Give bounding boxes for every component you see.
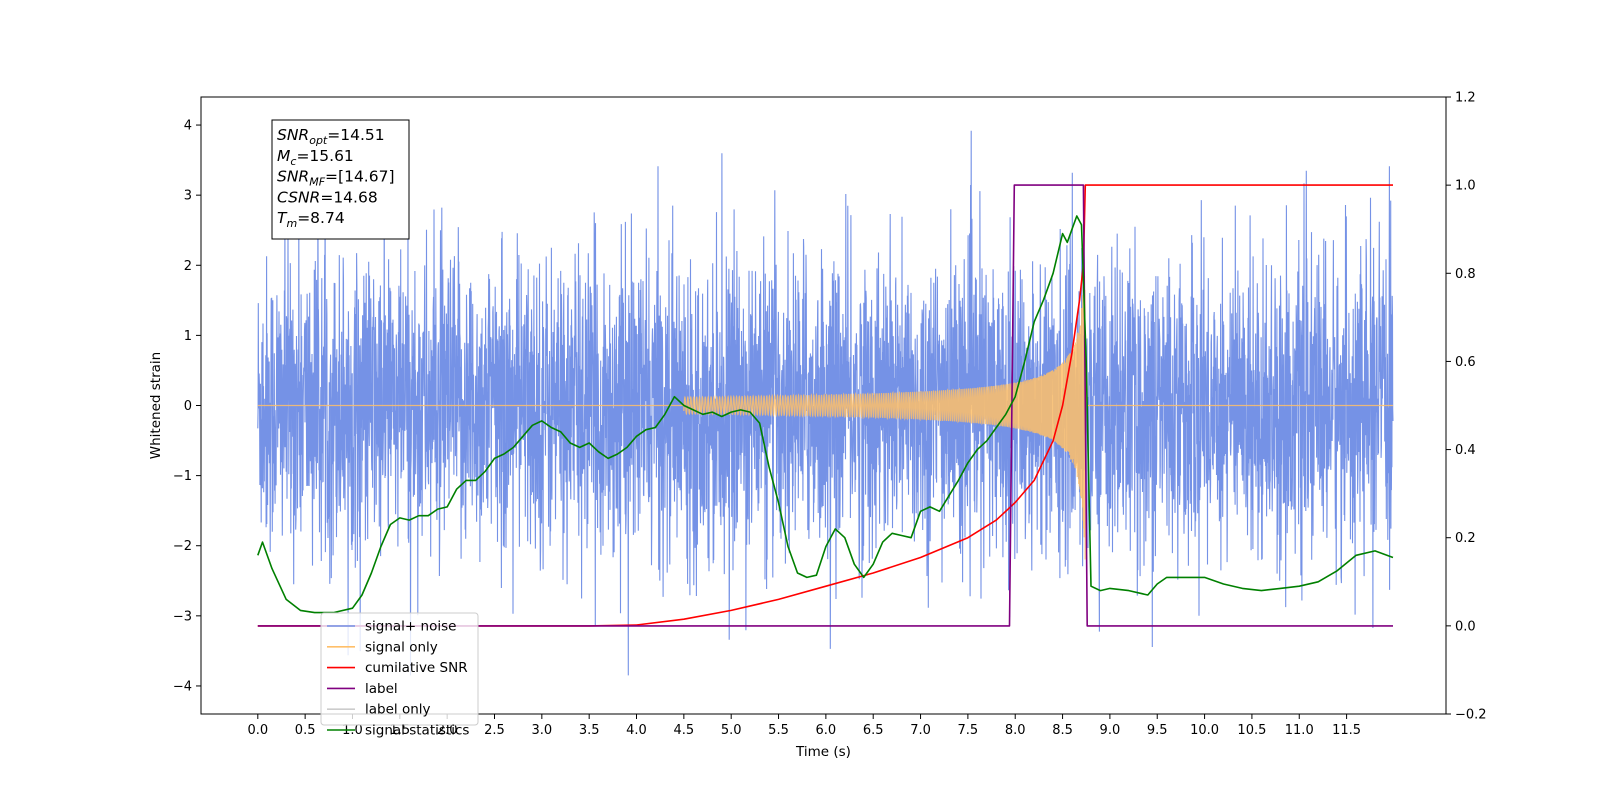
stats-annotation-line: SNRMF=[14.67] [277, 168, 395, 189]
legend-box [320, 612, 479, 726]
x-tick-label: 0.5 [295, 723, 316, 738]
x-tick-label: 9.5 [1147, 723, 1168, 738]
y-right-tick-label: 0.0 [1455, 619, 1476, 634]
y-right-tick-label: −0.2 [1455, 708, 1487, 723]
y-right-tick-label: 1.2 [1455, 91, 1476, 106]
y-left-tick-label: 0 [184, 399, 192, 414]
series-signal-statistics-line [257, 215, 1394, 614]
y-left-axis-label: Whitened strain [148, 352, 164, 459]
x-tick-label: 3.0 [531, 723, 552, 738]
x-tick-label: 9.0 [1100, 723, 1121, 738]
series-cumulative-snr-line [257, 184, 1393, 627]
y-right-tick-label: 0.8 [1455, 267, 1476, 282]
x-tick-label: 11.0 [1285, 723, 1314, 738]
series-label-line [257, 184, 1393, 627]
y-left-tick-label: −1 [173, 469, 192, 484]
x-tick-label: 8.5 [1052, 723, 1073, 738]
x-tick-label: 4.0 [626, 723, 647, 738]
x-tick-label: 10.0 [1190, 723, 1219, 738]
stats-annotation-line: Tm=8.74 [277, 209, 345, 230]
y-left-tick-label: −3 [173, 609, 192, 624]
y-left-tick-label: 1 [184, 329, 192, 344]
x-tick-label: 3.5 [579, 723, 600, 738]
x-tick-label: 5.5 [768, 723, 789, 738]
x-tick-label: 4.5 [674, 723, 695, 738]
stats-annotation-line: CSNR=14.68 [277, 188, 378, 206]
x-tick-label: 7.0 [910, 723, 931, 738]
x-tick-label: 6.0 [816, 723, 837, 738]
x-tick-label: 10.5 [1237, 723, 1266, 738]
x-tick-label: 8.0 [1005, 723, 1026, 738]
x-axis-label: Time (s) [795, 744, 851, 760]
x-tick-label: 11.5 [1332, 723, 1361, 738]
y-left-tick-label: 3 [184, 189, 192, 204]
x-tick-label: 6.5 [863, 723, 884, 738]
x-tick-label: 1.5 [389, 723, 410, 738]
stats-annotation-line: SNRopt=14.51 [277, 126, 385, 147]
y-right-tick-label: 1.0 [1455, 179, 1476, 194]
y-right-tick-label: 0.6 [1455, 355, 1476, 370]
x-tick-label: 2.0 [437, 723, 458, 738]
legend-entry-label: signal+ noise [365, 619, 456, 635]
y-right-tick-label: 0.4 [1455, 443, 1476, 458]
stats-annotation-box [271, 119, 410, 240]
stats-annotation-line: Mc=15.61 [277, 147, 354, 168]
legend-entry-label: cumilative SNR [365, 660, 468, 676]
series-signal-noise-line [257, 125, 1394, 676]
y-left-tick-label: 4 [184, 119, 192, 134]
y-left-tick-label: 2 [184, 259, 192, 274]
y-left-tick-label: −4 [173, 679, 192, 694]
series-signal-only-line [257, 275, 1393, 560]
y-right-tick-label: 0.2 [1455, 531, 1476, 546]
legend-entry-label: signal statistics [365, 723, 469, 739]
legend-entry-label: label [365, 681, 398, 697]
x-tick-label: 0.0 [247, 723, 268, 738]
legend-entry-label: signal only [365, 639, 438, 655]
legend-entry-label: label only [365, 702, 431, 718]
x-tick-label: 2.5 [484, 723, 505, 738]
x-tick-label: 5.0 [721, 723, 742, 738]
x-tick-label: 7.5 [958, 723, 979, 738]
y-left-tick-label: −2 [173, 539, 192, 554]
